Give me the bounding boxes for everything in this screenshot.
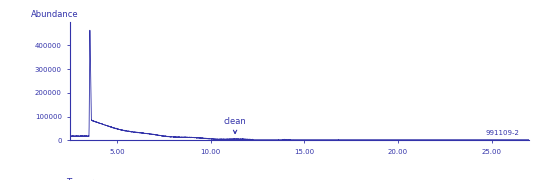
Text: 991109-2: 991109-2 bbox=[486, 130, 520, 136]
Text: clean: clean bbox=[224, 117, 246, 134]
Text: Time-->: Time--> bbox=[66, 178, 99, 180]
Text: Abundance: Abundance bbox=[31, 10, 79, 19]
